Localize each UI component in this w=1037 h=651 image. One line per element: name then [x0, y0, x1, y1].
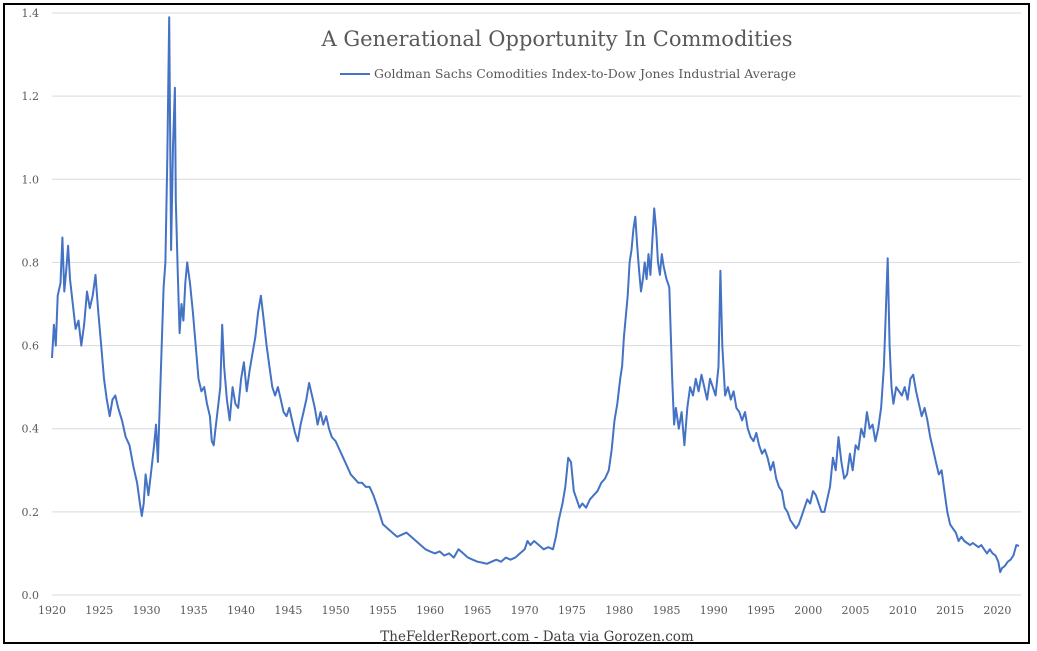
y-tick-label: 1.2 [22, 90, 40, 103]
series-line-gsci-dow-ratio [51, 16, 1020, 574]
x-tick-label: 1960 [416, 604, 444, 617]
y-axis-ticks: 0.0 0.2 0.4 0.6 0.8 1.0 1.2 1.4 [22, 7, 40, 602]
y-tick-label: 1.4 [22, 7, 40, 20]
legend-label: Goldman Sachs Comodities Index-to-Dow Jo… [374, 66, 796, 81]
x-tick-label: 1985 [652, 604, 680, 617]
x-tick-label: 2010 [889, 604, 917, 617]
y-tick-label: 0.8 [22, 256, 40, 269]
x-tick-label: 2000 [794, 604, 822, 617]
y-tick-label: 0.4 [22, 423, 40, 436]
x-tick-label: 2015 [936, 604, 964, 617]
y-tick-label: 1.0 [22, 173, 40, 186]
y-tick-label: 0.0 [22, 589, 40, 602]
x-tick-label: 1935 [180, 604, 208, 617]
y-tick-label: 0.6 [22, 340, 40, 353]
legend: Goldman Sachs Comodities Index-to-Dow Jo… [340, 66, 796, 81]
chart-title: A Generational Opportunity In Commoditie… [321, 27, 793, 51]
x-tick-label: 1920 [38, 604, 66, 617]
x-tick-label: 1945 [274, 604, 302, 617]
x-tick-label: 1980 [605, 604, 633, 617]
x-tick-label: 1990 [700, 604, 728, 617]
x-tick-label: 1995 [747, 604, 775, 617]
x-tick-label: 1970 [511, 604, 539, 617]
x-tick-label: 1940 [227, 604, 255, 617]
x-tick-label: 1975 [558, 604, 586, 617]
x-tick-label: 2020 [983, 604, 1011, 617]
x-tick-label: 1955 [369, 604, 397, 617]
x-tick-label: 1925 [85, 604, 113, 617]
source-credit: TheFelderReport.com - Data via Gorozen.c… [380, 629, 694, 645]
x-tick-label: 1930 [133, 604, 161, 617]
x-tick-label: 1950 [322, 604, 350, 617]
x-axis-ticks: 1920 1925 1930 1935 1940 1945 1950 1955 1960 1965… [38, 604, 1011, 617]
x-tick-label: 1965 [463, 604, 491, 617]
gridlines [52, 12, 1021, 513]
y-tick-label: 0.2 [22, 506, 40, 519]
x-tick-label: 2005 [842, 604, 870, 617]
